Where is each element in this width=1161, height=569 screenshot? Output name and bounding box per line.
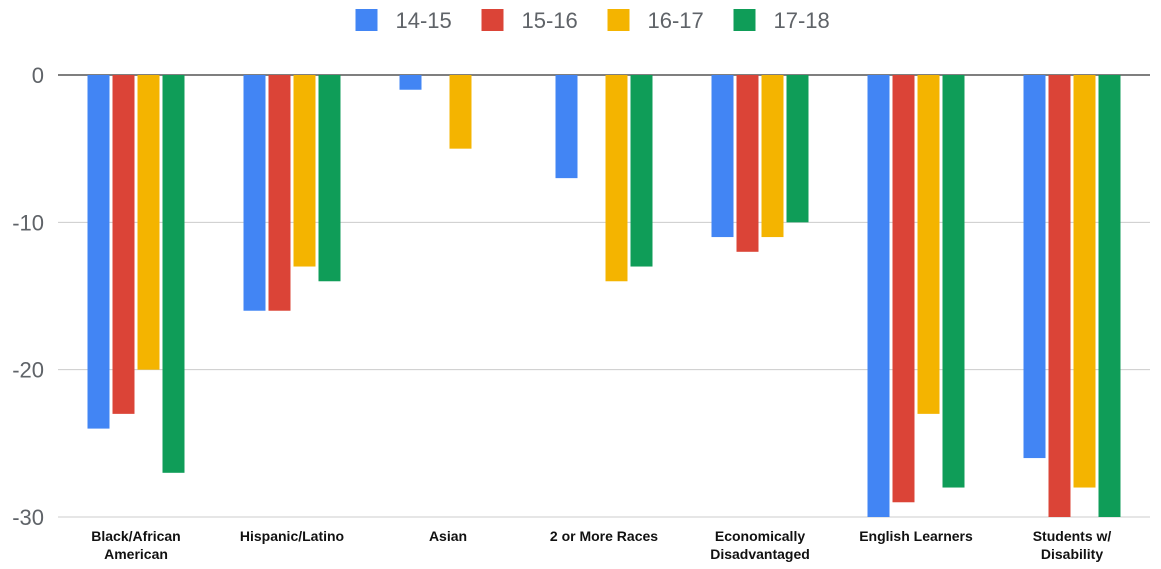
x-tick-label: Economically Disadvantaged [710, 528, 810, 562]
legend-label: 15-16 [522, 8, 578, 33]
bar-17-18-0 [162, 75, 185, 473]
bar-14-15-6 [1023, 75, 1046, 459]
bar-16-17-2 [449, 75, 472, 149]
gridlines [58, 74, 1150, 518]
bar-14-15-1 [243, 75, 266, 311]
legend-swatch-16-17 [607, 9, 630, 31]
bar-14-15-4 [711, 75, 734, 238]
bar-14-15-0 [87, 75, 110, 429]
bar-15-16-0 [112, 75, 135, 414]
bar-14-15-5 [867, 75, 890, 517]
x-tick-label: Students w/Disability [1033, 528, 1112, 562]
bar-15-16-1 [268, 75, 291, 311]
x-axis-ticks: Black/African American Hispanic/Latino Asia… [91, 528, 1111, 562]
y-tick-label: -20 [12, 358, 44, 383]
x-tick-label: Black/African American [91, 528, 180, 562]
legend-label: 14-15 [396, 8, 452, 33]
y-tick-label: -10 [12, 210, 44, 235]
bars [87, 75, 1121, 517]
x-tick-label: Hispanic/Latino [240, 528, 344, 544]
legend-label: 17-18 [774, 8, 830, 33]
bar-17-18-4 [786, 75, 809, 223]
legend-label: 16-17 [648, 8, 704, 33]
bar-17-18-3 [630, 75, 653, 267]
x-tick-label: English Learners [859, 528, 973, 544]
x-tick-label: 2 or More Races [550, 528, 658, 544]
y-tick-label: -30 [12, 505, 44, 530]
bar-16-17-1 [293, 75, 316, 267]
bar-16-17-5 [917, 75, 940, 414]
bar-16-17-0 [137, 75, 160, 370]
y-axis-ticks: 0 -10 -20 -30 [12, 63, 44, 530]
bar-16-17-6 [1073, 75, 1096, 488]
bar-15-16-4 [736, 75, 759, 252]
legend: 14-15 15-16 16-17 17-18 [355, 8, 830, 33]
bar-14-15-3 [555, 75, 578, 179]
bar-16-17-3 [605, 75, 628, 282]
bar-15-16-6 [1048, 75, 1071, 517]
bar-17-18-6 [1098, 75, 1121, 517]
bar-14-15-2 [399, 75, 422, 90]
bar-17-18-1 [318, 75, 341, 282]
bar-15-16-5 [892, 75, 915, 503]
legend-swatch-17-18 [733, 9, 756, 31]
legend-swatch-14-15 [355, 9, 378, 31]
x-tick-label: Asian [429, 528, 467, 544]
bar-17-18-5 [942, 75, 965, 488]
bar-16-17-4 [761, 75, 784, 238]
legend-swatch-15-16 [481, 9, 504, 31]
y-tick-label: 0 [32, 63, 44, 88]
